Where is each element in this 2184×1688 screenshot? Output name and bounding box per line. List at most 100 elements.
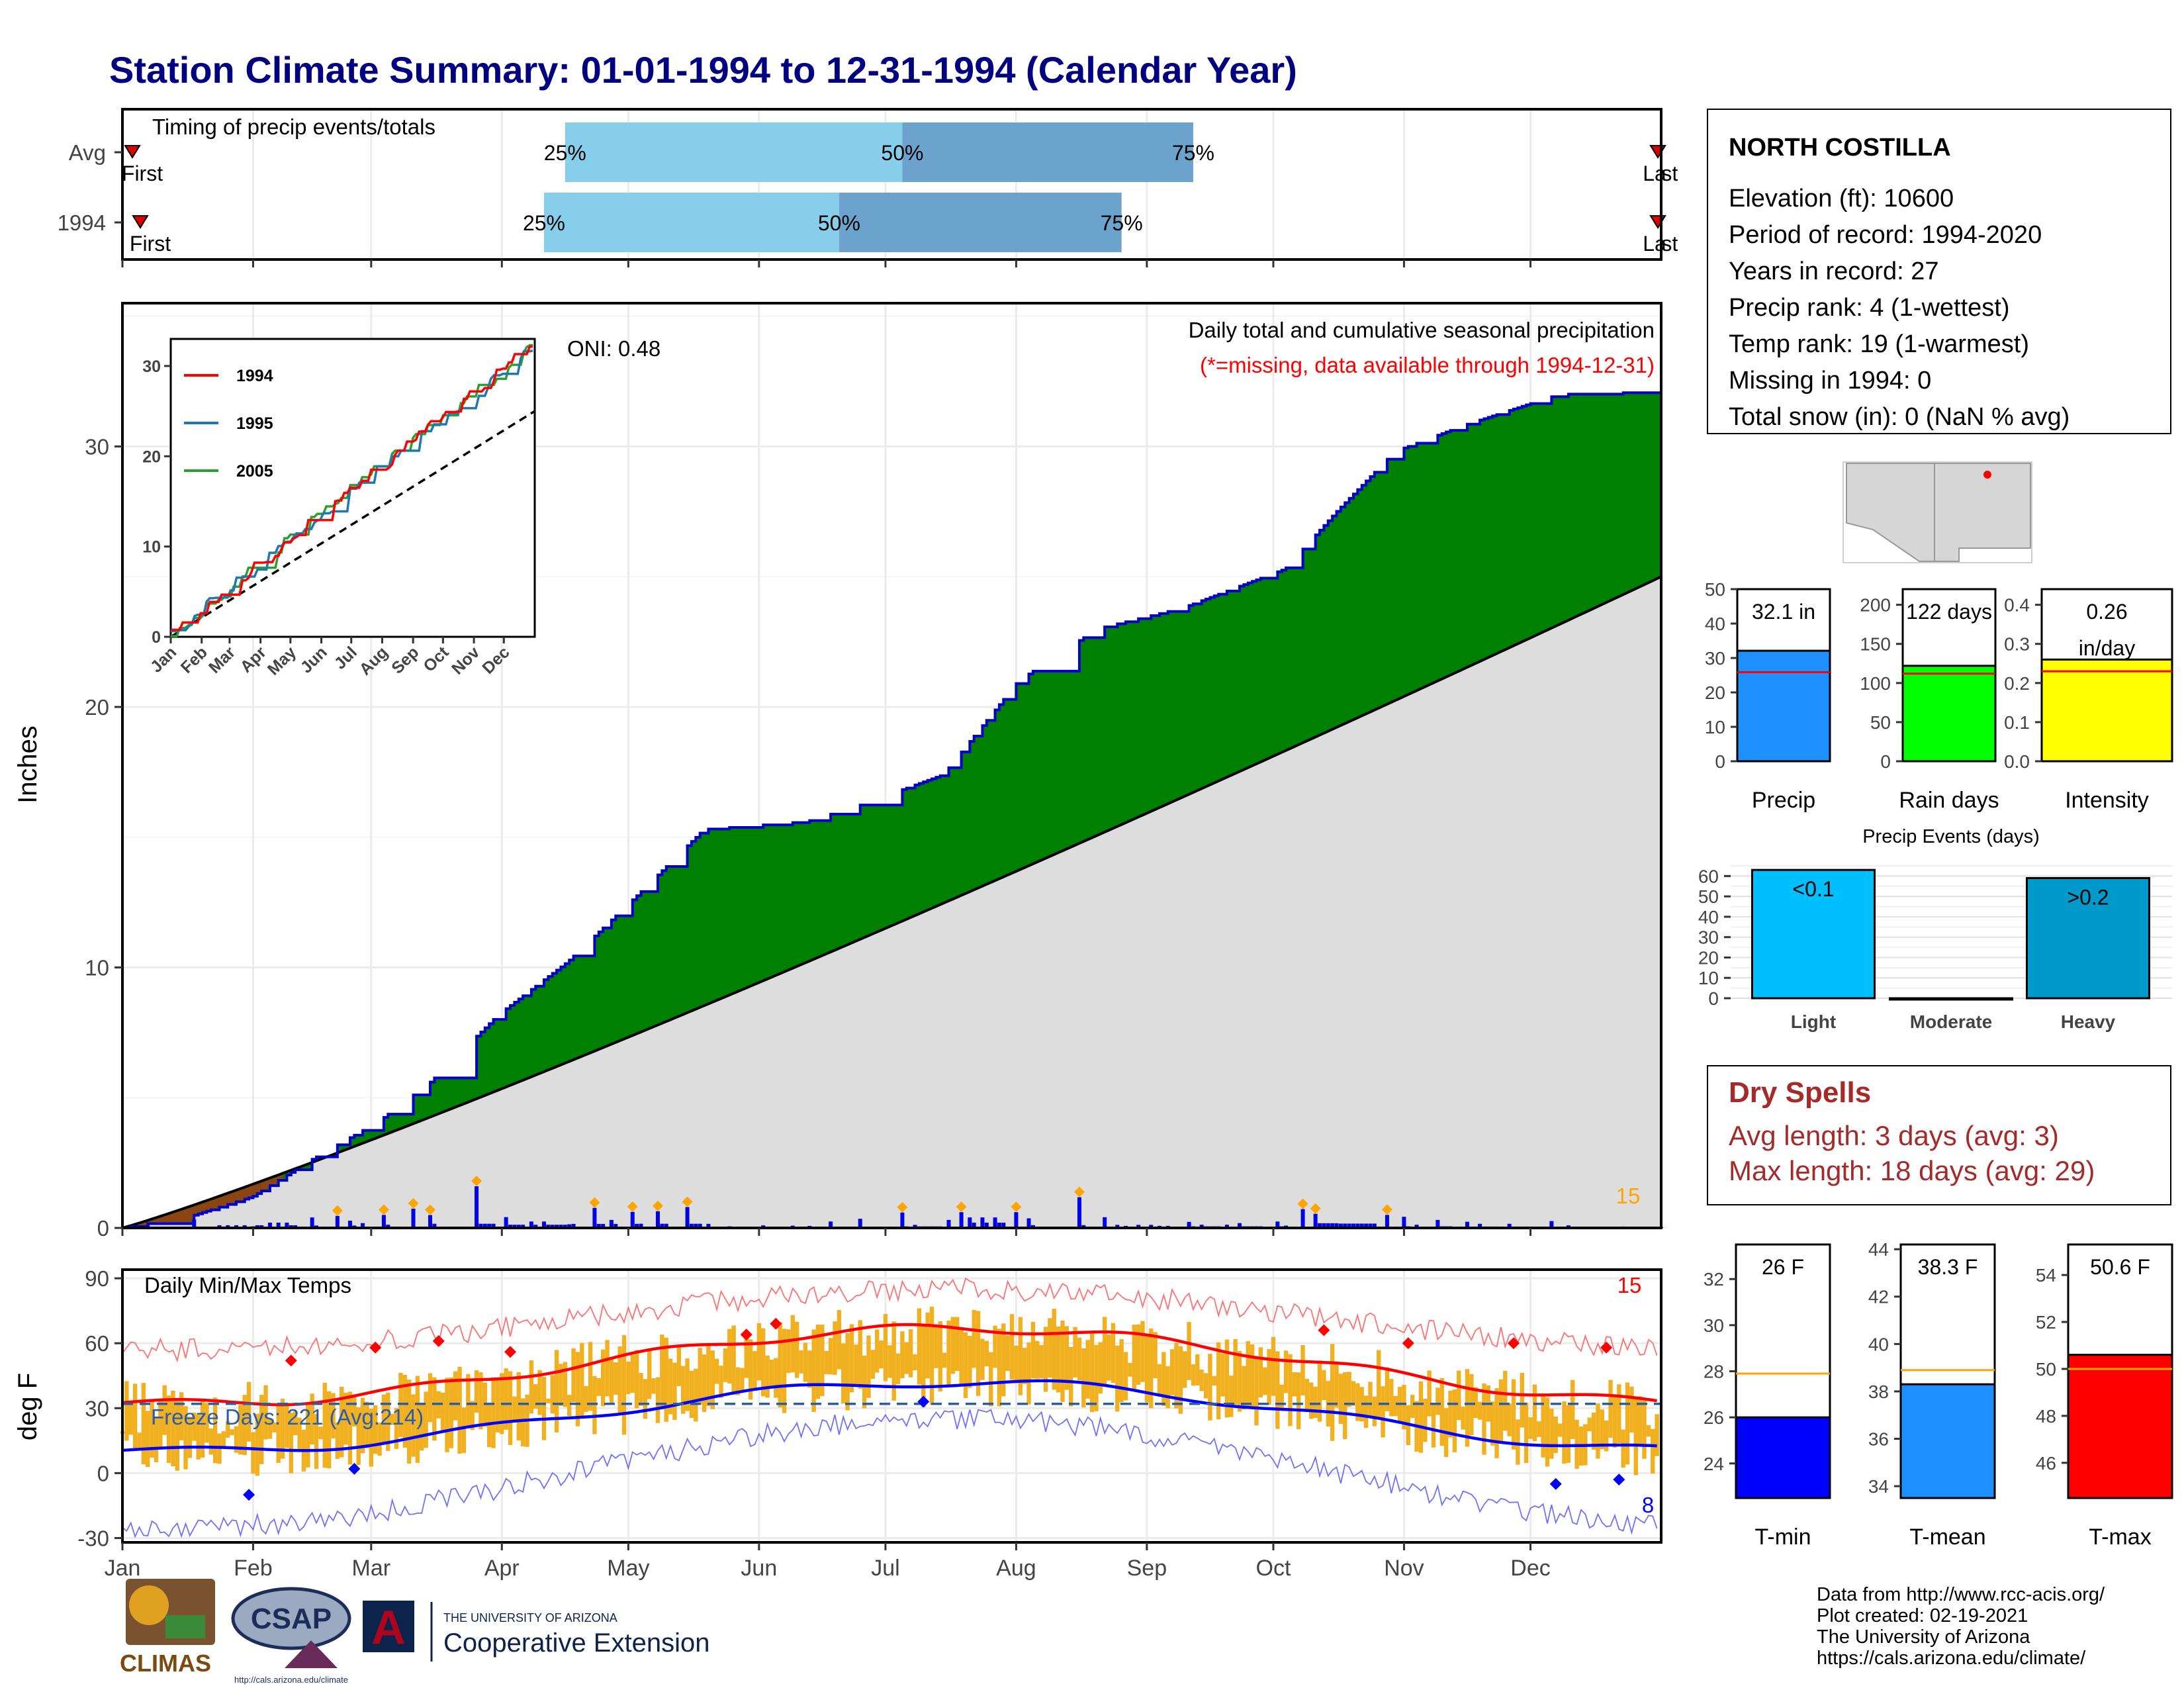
daily-precip-bar [655,1211,660,1228]
daily-temp-bar [815,1324,821,1399]
station-info-line: Years in record: 27 [1729,258,1939,285]
daily-temp-bar [1457,1370,1461,1421]
daily-precip-bar [217,1225,222,1228]
dry-spells-title: Dry Spells [1729,1076,1871,1109]
record-low-marker [1549,1477,1562,1490]
daily-temp-bar [486,1405,492,1448]
timing-row-label: 1994 [58,211,106,235]
daily-precip-bar [242,1225,247,1228]
daily-temp-bar [934,1326,938,1368]
daily-precip-bar [546,1225,551,1228]
daily-temp-bar [904,1342,909,1374]
record-high-marker [432,1335,445,1347]
month-label: Apr [484,1556,520,1581]
heavy-event-marker [652,1200,663,1211]
daily-precip-bar [1103,1217,1107,1228]
mini-chart-value-label: 50.6 F [2090,1255,2150,1279]
daily-temp-bar [1435,1387,1440,1415]
cumulative-1994-line [122,391,1662,1229]
station-name: NORTH COSTILLA [1729,134,1951,162]
daily-temp-bar [158,1399,163,1448]
heavy-event-marker [682,1196,693,1207]
daily-temp-bar [1537,1421,1541,1437]
daily-temp-bar [1203,1373,1208,1399]
daily-temp-bar [1009,1314,1015,1380]
daily-temp-bar [731,1325,736,1395]
mini-chart-ytick-label: 0.4 [2004,595,2030,616]
daily-temp-bar [226,1421,230,1438]
daily-temp-bar [221,1431,226,1448]
daily-temp-bar [1254,1357,1259,1426]
mini-chart-ytick-label: 50 [2036,1359,2056,1380]
daily-temp-bar [132,1383,138,1448]
summary-bar-charts: 0 10 20 30 40 50 32.1 in Precip 0 50 100 150 200 122 … [1704,579,2173,1550]
daily-temp-bar [1119,1339,1124,1403]
daily-precip-bar [1347,1223,1351,1228]
heavy-event-marker [627,1201,638,1212]
mini-chart-ytick-label: 30 [1705,648,1725,669]
daily-temp-bar [942,1352,947,1368]
daily-temp-bar [1161,1352,1166,1407]
timing-title: Timing of precip events/totals [152,115,435,139]
daily-temp-bar [1309,1382,1314,1419]
daily-temp-bar [1107,1335,1111,1381]
daily-temp-bar [1216,1342,1221,1420]
daily-temp-bar [1048,1318,1052,1378]
daily-precip-bar [1238,1223,1242,1228]
daily-temp-bar [664,1337,668,1422]
daily-temp-bar [154,1417,159,1462]
daily-temp-bar [676,1345,682,1386]
daily-temp-bar [428,1373,433,1423]
daily-temp-bar [626,1361,631,1395]
heavy-event-marker [1310,1203,1321,1214]
daily-precip-bar [1368,1223,1373,1228]
daily-precip-bar [698,1223,702,1228]
daily-temp-bar [841,1343,846,1404]
record-high-marker [369,1341,382,1354]
daily-temp-bar [799,1350,803,1374]
daily-precip-bar [1372,1223,1377,1228]
daily-temp-bar [238,1405,243,1455]
daily-temp-bar [782,1329,787,1413]
daily-temp-bar [908,1329,913,1378]
daily-temp-bar [1322,1370,1326,1401]
daily-temp-bar [1368,1382,1373,1416]
daily-temp-bar [310,1393,314,1445]
csap-url-text: http://cals.arizona.edu/climate [234,1675,348,1685]
daily-precip-bar [997,1223,1001,1228]
daily-temp-bar [748,1339,753,1400]
daily-precip-bar [1435,1219,1440,1228]
daily-temp-bar [988,1352,993,1407]
daily-temp-bar [685,1358,690,1411]
mini-chart-bar [2067,1354,2173,1499]
events-bar [1751,868,1876,1000]
daily-temp-bar [1056,1326,1061,1393]
daily-temp-bar [845,1333,850,1411]
daily-temp-bar [744,1335,749,1378]
daily-temp-bar [1102,1317,1107,1386]
daily-temp-bar [925,1312,930,1379]
month-label: Jan [105,1556,141,1581]
mini-chart-ytick-label: 0.3 [2004,634,2030,655]
mini-chart-ytick-label: 38 [1868,1382,1889,1402]
daily-temp-bar [516,1372,521,1441]
daily-temp-bar [512,1396,517,1422]
daily-temp-bar [605,1340,610,1397]
mini-chart-ytick-label: 40 [1868,1334,1889,1354]
daily-temp-bar [820,1325,825,1396]
precip-frame [121,302,1662,1229]
station-info-line: Temp rank: 19 (1-warmest) [1729,330,2029,358]
mini-chart-ytick-label: 0.0 [2004,751,2030,772]
daily-temp-bar [529,1360,534,1414]
dry-spells-box [1707,1065,2171,1205]
daily-temp-bar [326,1391,332,1469]
daily-precip-bar [411,1208,416,1228]
daily-temp-bar [420,1403,424,1451]
daily-temp-bar [862,1355,867,1409]
daily-temp-bar [128,1403,133,1435]
daily-precip-bar [487,1223,492,1228]
daily-temp-bar [567,1395,572,1417]
daily-temp-bar [811,1329,816,1412]
daily-temp-bar [1183,1351,1187,1388]
